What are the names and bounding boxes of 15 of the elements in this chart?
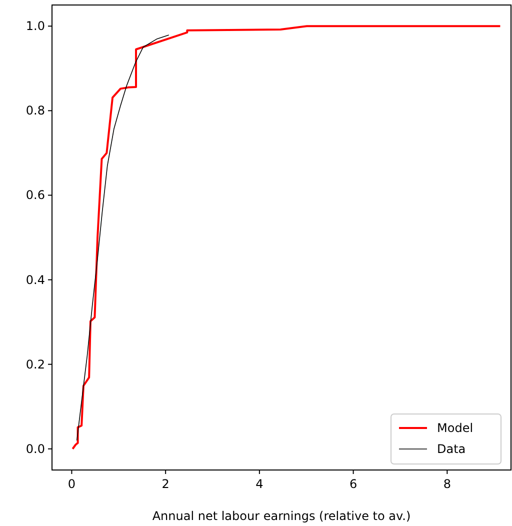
y-tick-label: 0.4 — [26, 272, 45, 287]
y-tick-label: 0.2 — [26, 357, 45, 372]
legend-label: Model — [437, 421, 474, 435]
x-tick-label: 6 — [349, 477, 358, 491]
legend-label: Data — [437, 442, 466, 456]
y-tick-label: 1.0 — [26, 19, 45, 34]
x-tick-label: 2 — [162, 477, 170, 491]
x-tick-label: 4 — [256, 477, 264, 491]
y-tick-label: 0.6 — [26, 188, 45, 202]
x-axis-title: Annual net labour earnings (relative to av.) — [152, 509, 411, 523]
x-tick-label: 0 — [68, 477, 76, 491]
y-tick-label: 0.0 — [26, 442, 45, 456]
line-series — [76, 34, 170, 441]
y-tick-label: 0.8 — [26, 104, 45, 118]
x-tick-label: 8 — [443, 477, 451, 491]
